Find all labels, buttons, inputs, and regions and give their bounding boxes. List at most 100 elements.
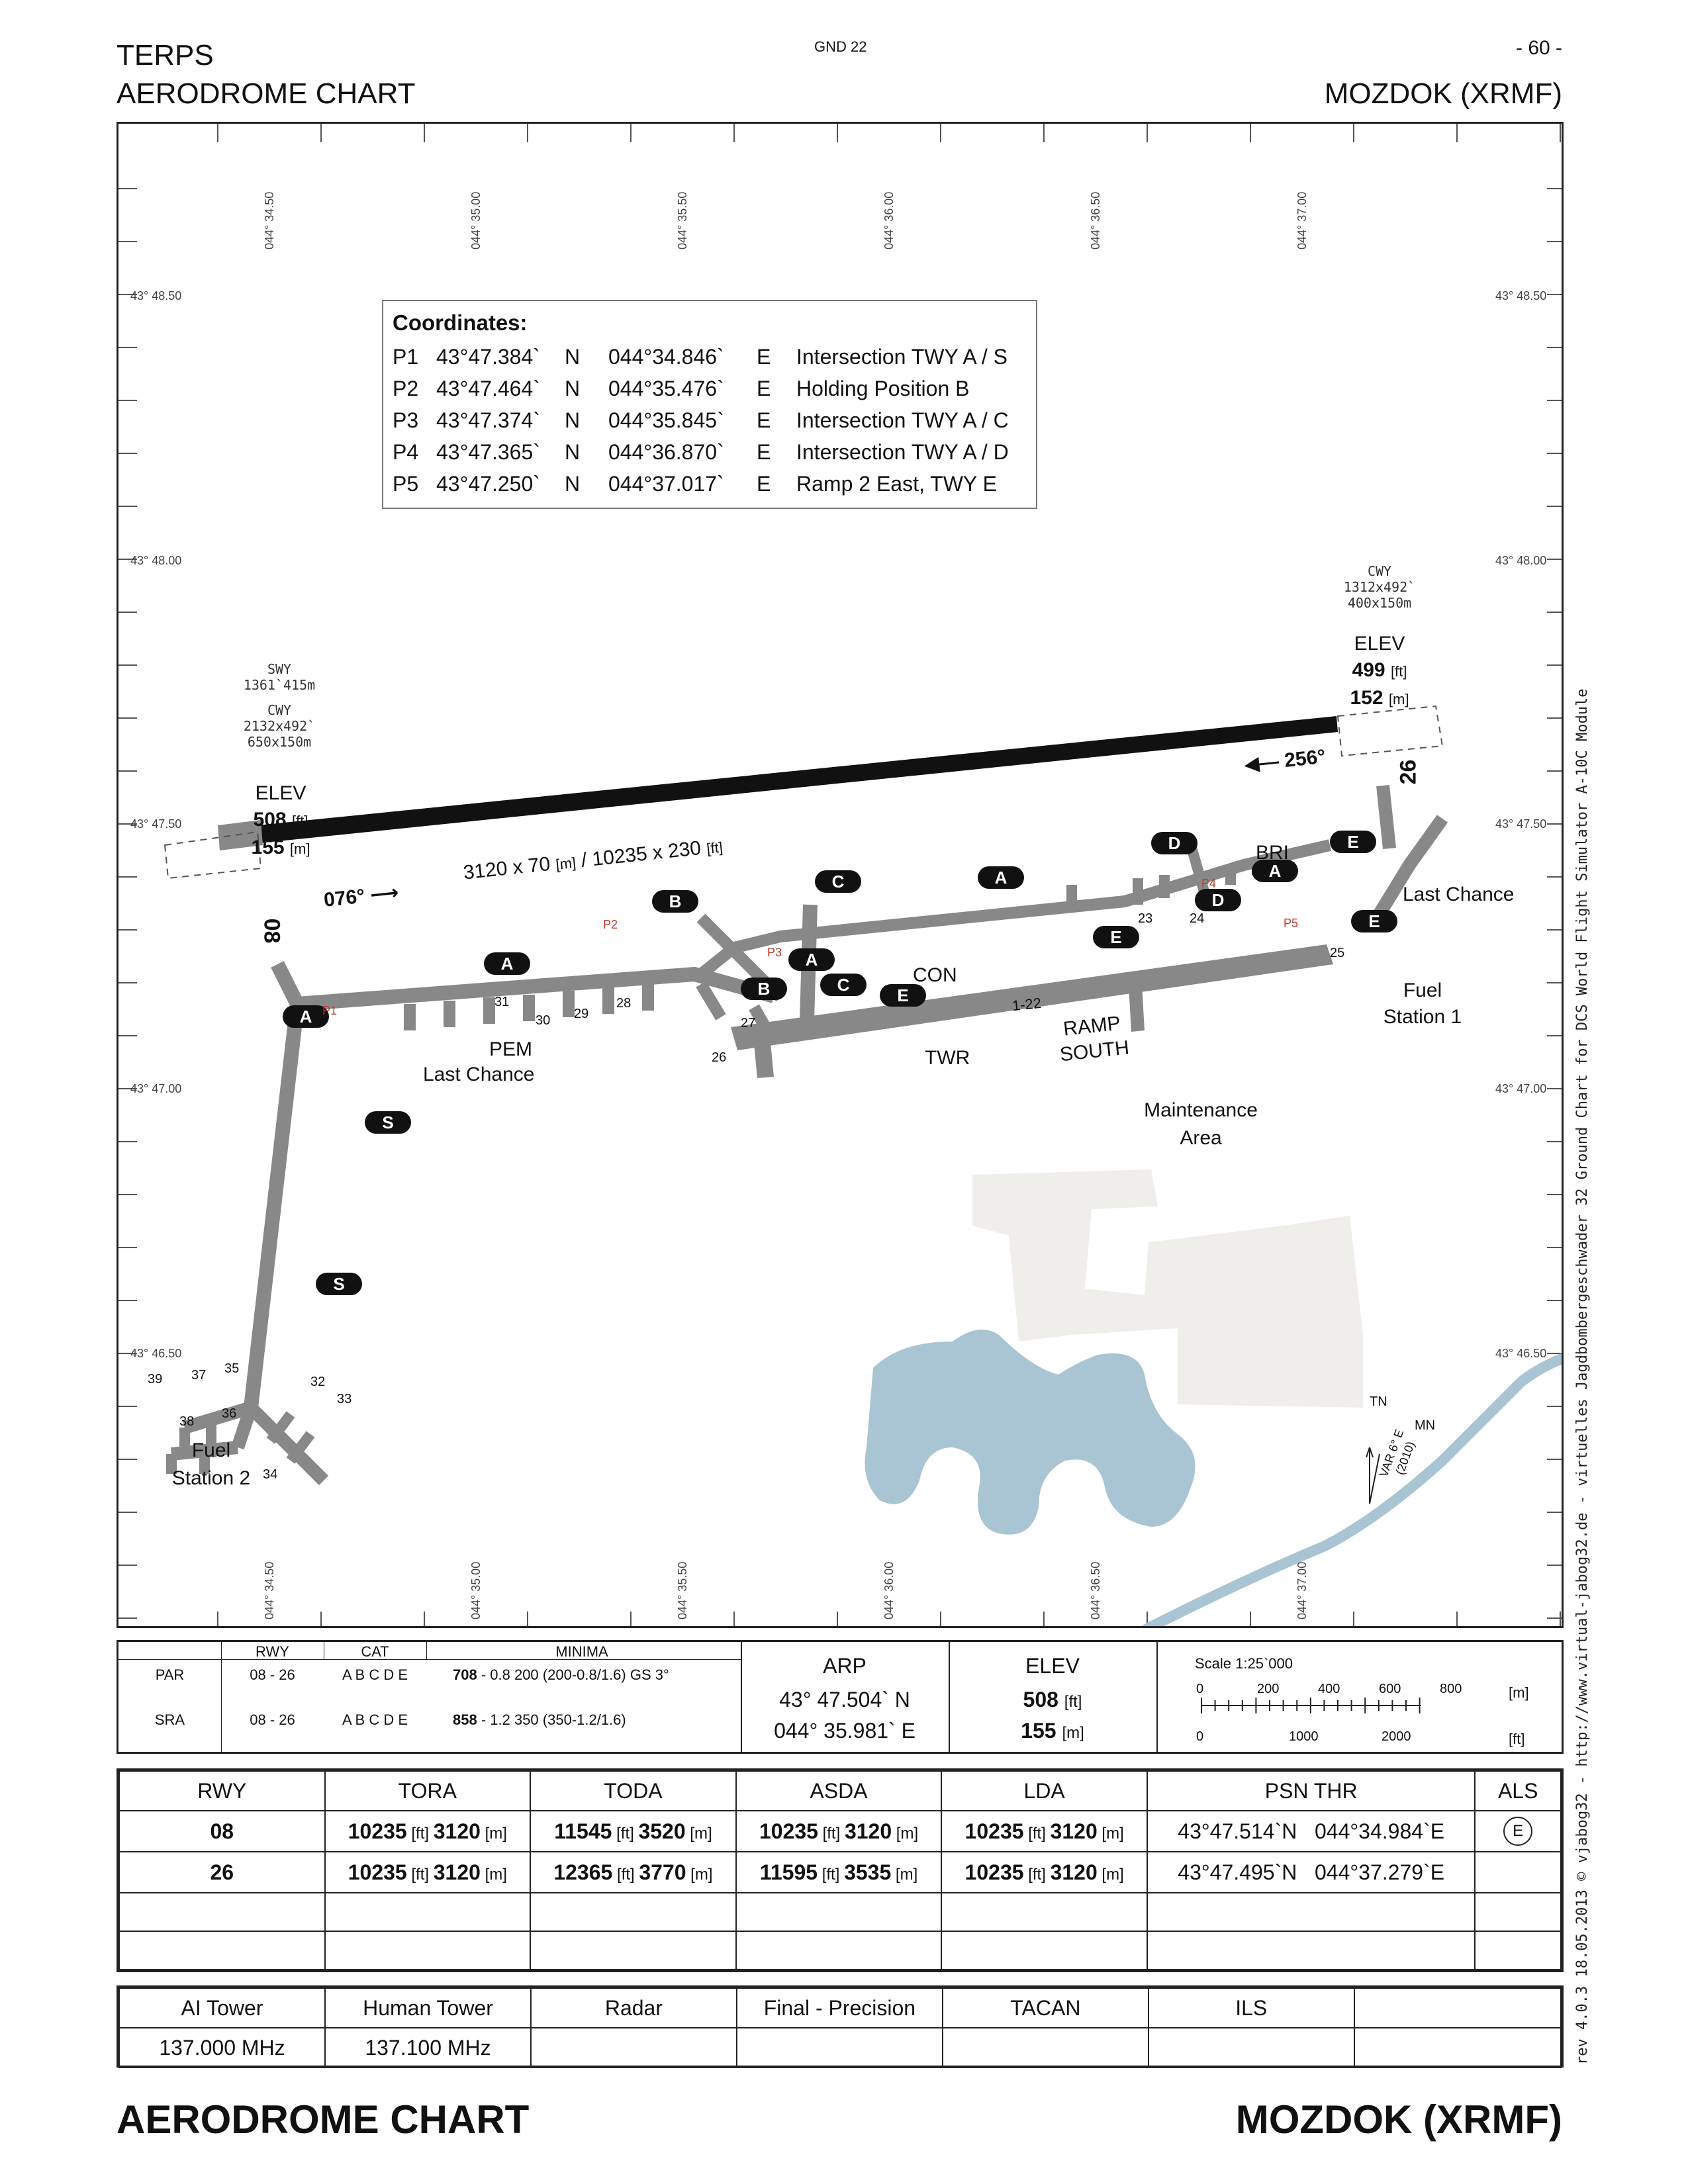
minima-col-cat: CAT [361,1643,389,1660]
lon-label: 044° 36.00 [882,1561,896,1619]
west-runway-info: SWY 1361`415m CWY 2132x492` 650x150m [230,661,329,750]
label-ramp-south: RAMP SOUTH [1056,1011,1130,1068]
reference-point: P5 [1284,917,1299,930]
unit-ft: [ft] [406,1865,434,1884]
taxiway-badge: E [880,984,926,1007]
minima-block: RWY CAT MINIMA PAR 08 - 26 A B C D E 708 - … [117,1640,1564,1754]
runway-table-heading: PSN THR [1146,1770,1476,1811]
coordinate-ew: E [757,376,771,400]
distance-ft: 10235 [964,1819,1024,1843]
distance-m: 3120 [844,1819,892,1843]
frequency-value: 137.000 MHz [118,2027,326,2068]
runway-id-text: 26 [210,1860,234,1884]
west-elev-m: 155 [251,837,285,858]
runway-table-heading: ALS [1474,1770,1562,1811]
coordinate-lat: 43°47.365` [436,439,540,464]
unit-m: [m] [892,1824,919,1843]
runway-als [1474,1851,1562,1893]
minima-divider-1 [221,1642,222,1752]
minima-type: SRA [154,1711,185,1728]
coordinate-ew: E [757,471,771,496]
maint-line2: Area [1180,1127,1222,1149]
scale-m-label: 200 [1257,1682,1280,1696]
distance-ft: 10235 [759,1819,818,1843]
lon-label: 044° 35.00 [469,1561,483,1619]
lon-label: 044° 34.50 [263,191,276,250]
west-swy-value: 1361`415m [243,677,316,693]
taxiway-badge: B [741,978,787,1000]
heading-076-label: 076° [322,885,366,911]
frequency-header: AI Tower Human Tower Radar Final - Precisio… [118,1987,1562,2028]
lon-label: 044° 36.50 [1089,191,1102,250]
parking-spot: 27 [741,1016,756,1030]
west-elev-label: ELEV [255,782,306,804]
runway-row-26: 26 10235 [ft] 3120 [m] 12365 [ft] 3770 [m]… [118,1851,1562,1893]
runway-distances: RWY TORA TODA ASDA LDA PSN THR ALS 08 10235 [ft… [117,1768,1564,1972]
east-cwy-label: CWY [1367,563,1392,579]
runway-distance: 10235 [ft] 3120 [m] [941,1851,1148,1893]
coordinate-ns: N [565,471,581,496]
label-fuel-station-1: Fuel Station 1 [1370,978,1476,1030]
runway-distance: 10235 [ft] 3120 [m] [324,1810,532,1852]
river [1142,1353,1562,1626]
minima-rest: - 1.2 350 (350-1.2/1.6) [477,1711,626,1728]
west-cwy-value2: 650x150m [247,734,312,750]
east-cwy-value1: 1312x492` [1343,579,1416,595]
north-arrow [1366,1447,1380,1504]
taxiway-badge: E [1351,910,1397,933]
elev-cell-m: 155 [1021,1719,1056,1743]
runway-dims-unit-m: [m] [555,854,577,873]
minima-bold: 858 [453,1711,477,1728]
label-con: CON [913,964,957,986]
elev-cell-label: ELEV [1025,1654,1080,1678]
coordinate-desc: Intersection TWY A / D [796,439,1009,464]
coordinate-lon: 044°37.017` [608,471,724,496]
header-left-line1: TERPS [117,39,214,71]
parking-spot: 34 [263,1467,278,1482]
minima-col-minima: MINIMA [555,1643,608,1660]
footer-right-title: MOZDOK (XRMF) [1235,2097,1562,2142]
frequency-value [735,2027,943,2068]
coordinates-box: Coordinates: P1 43°47.384` N 044°34.846` E In… [382,300,1037,509]
reference-point: P4 [1201,877,1217,890]
minima-value: 708 - 0.8 200 (200-0.8/1.6) GS 3° [453,1662,669,1688]
coordinate-ns: N [565,344,581,369]
runway-dims-unit-ft: [ft] [706,839,724,857]
reference-point: P1 [322,1004,338,1017]
parking-spot: 38 [179,1414,195,1429]
unit-m: [m] [480,1824,507,1843]
fuel1-line1: Fuel [1403,979,1442,1001]
taxiway-badge: C [815,870,861,893]
arp-lon: 044° 35.981` E [774,1719,915,1743]
runway-distance: 10235 [ft] 3120 [m] [941,1810,1148,1852]
coordinate-desc: Intersection TWY A / C [796,408,1009,432]
runway-distance: 10235 [ft] 3120 [m] [735,1810,943,1852]
east-runway-info: CWY 1312x492` 400x150m [1330,563,1429,611]
runway-table-heading: TORA [324,1770,532,1811]
frequency-heading: Final - Precision [735,1987,943,2028]
compass-mn: MN [1415,1418,1436,1433]
east-elev-ft-unit: [ft] [1390,663,1407,680]
runway-row-empty-2 [118,1931,1562,1970]
lon-label: 044° 37.00 [1295,191,1309,250]
parking-spot: 31 [494,995,510,1009]
runway-table-heading: TODA [530,1770,737,1811]
coordinate-ns: N [565,439,581,464]
unit-m: [m] [891,1865,918,1884]
coordinate-desc: Ramp 2 East, TWY E [796,471,997,496]
taxiway-badge: A [978,866,1024,889]
lon-label: 044° 37.00 [1295,1561,1309,1619]
scale-cell: Scale 1:25`000 0 200 400 600 800 0 1000 2000 [… [1156,1642,1562,1752]
frequency-values: 137.000 MHz 137.100 MHz [118,2027,1562,2068]
label-fuel-station-2: Fuel Station 2 [158,1437,264,1492]
scale-m-label: 600 [1379,1682,1401,1696]
runway-distance: 11595 [ft] 3535 [m] [735,1851,943,1893]
runway-id: 26 [118,1851,326,1893]
label-maintenance-area: Maintenance Area [1121,1097,1280,1152]
lat-label: 43° 48.00 [1495,554,1547,567]
west-elev-ft: 508 [253,809,287,831]
unit-ft: [ft] [1023,1824,1051,1843]
taxiway-badge: A [283,1005,329,1028]
distance-ft: 11545 [554,1819,612,1843]
distance-ft: 11595 [759,1860,818,1884]
